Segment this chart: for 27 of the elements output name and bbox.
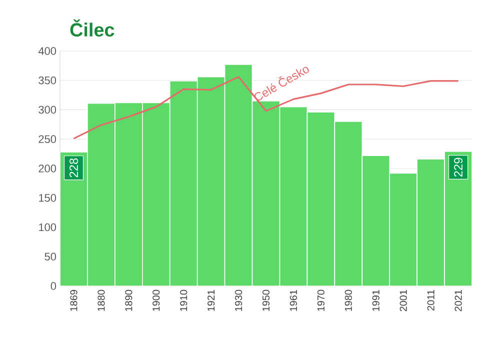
x-tick-label: 1950 <box>262 290 270 311</box>
data-label: 228 <box>70 158 78 178</box>
y-tick-label: 350 <box>38 76 56 84</box>
data-label: 229 <box>454 158 462 177</box>
x-tick-label: 1869 <box>70 290 78 311</box>
y-tick-label: 250 <box>38 135 56 144</box>
y-tick-label: 50 <box>44 252 56 261</box>
x-tick-label: 2011 <box>427 290 434 310</box>
y-tick-label: 200 <box>38 164 56 172</box>
y-tick-label: 0 <box>50 282 56 290</box>
y-tick-label: 150 <box>39 194 56 202</box>
x-tick-label: 1900 <box>152 290 160 311</box>
x-tick-label: 1921 <box>208 290 215 311</box>
x-tick-label: 1930 <box>235 290 242 311</box>
chart-title: Čilec <box>70 19 114 37</box>
x-tick-label: 1961 <box>290 290 297 311</box>
y-tick-label: 100 <box>39 223 56 232</box>
x-tick-label: 2021 <box>454 290 462 312</box>
y-tick-label: 400 <box>38 47 56 55</box>
x-tick-label: 2001 <box>400 290 407 312</box>
x-tick-label: 1991 <box>372 290 380 311</box>
x-tick-label: 1980 <box>344 290 352 311</box>
x-tick-label: 1910 <box>180 290 188 311</box>
x-tick-label: 1890 <box>125 290 132 311</box>
x-tick-label: 1970 <box>317 290 324 311</box>
x-tick-label: 1880 <box>98 290 105 311</box>
y-tick-label: 300 <box>38 106 56 114</box>
